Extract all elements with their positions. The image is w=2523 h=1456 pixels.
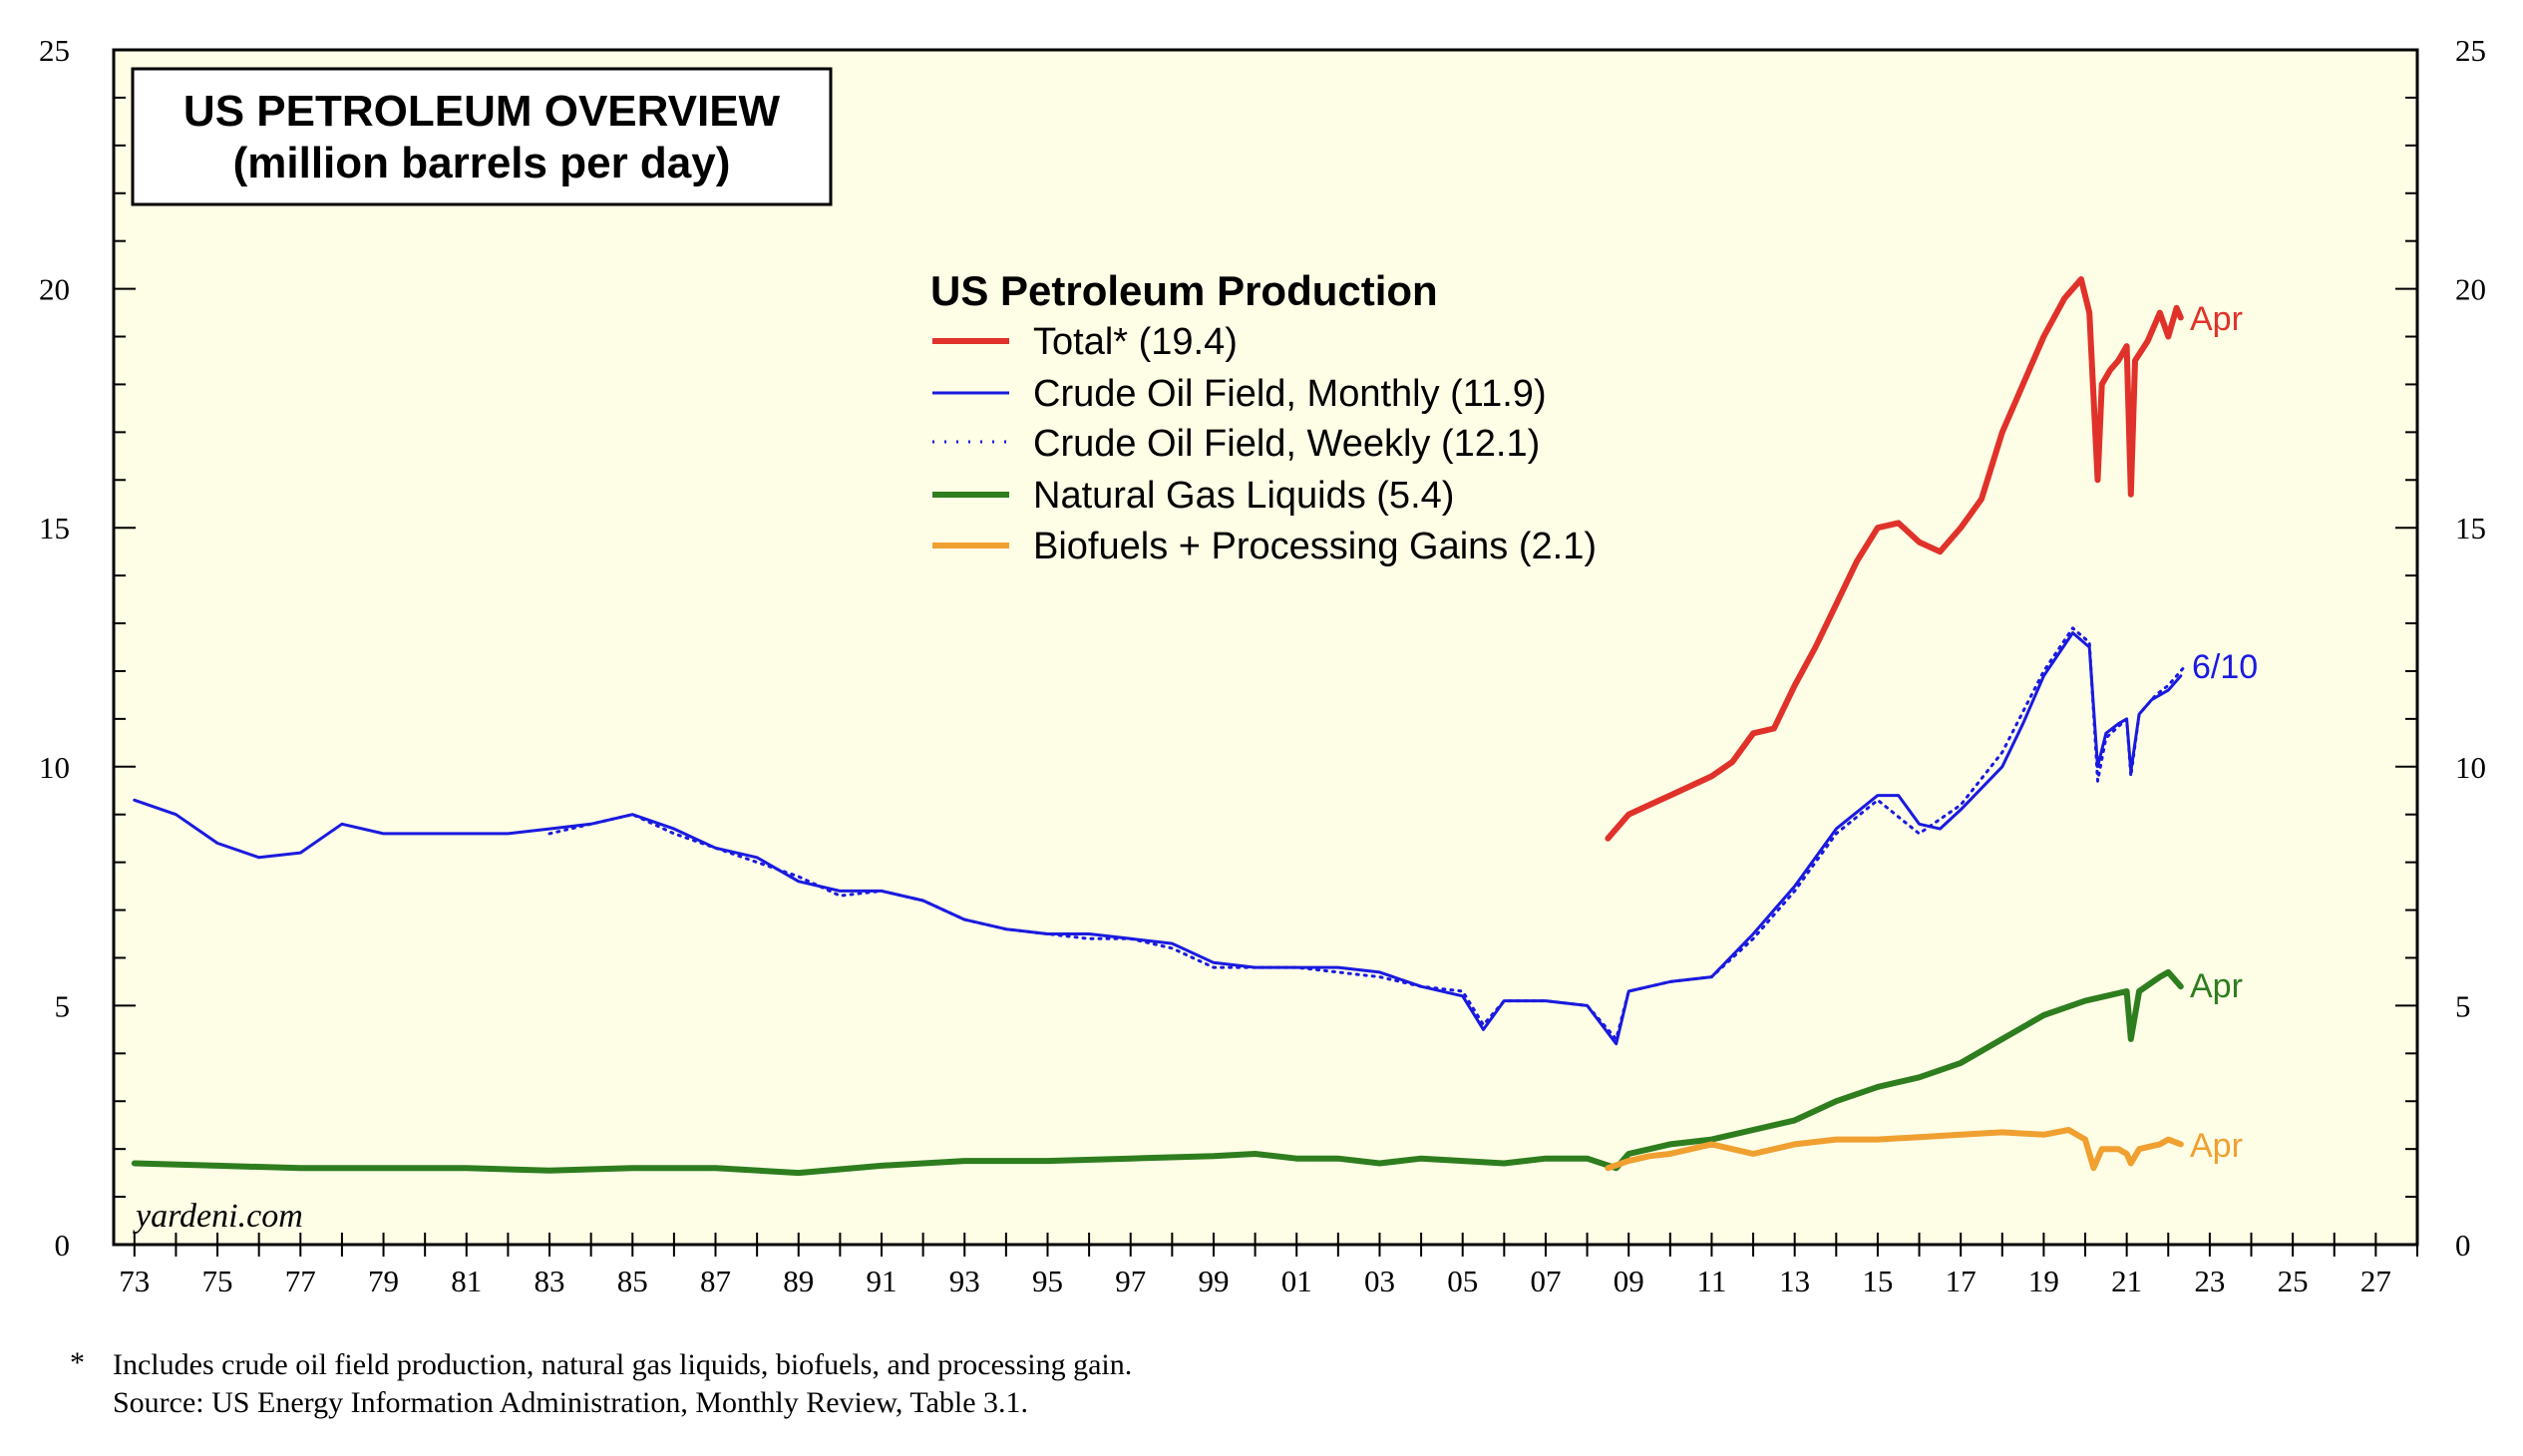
x-tick-label: 77 — [285, 1264, 316, 1298]
x-tick-label: 07 — [1530, 1264, 1561, 1298]
x-tick-label: 83 — [535, 1264, 565, 1298]
y-tick-label-left: 10 — [39, 750, 70, 785]
series-line-ngl — [131, 968, 2184, 1177]
footnote-source: Source: US Energy Information Administra… — [113, 1386, 1029, 1419]
x-tick-label: 93 — [949, 1264, 980, 1298]
y-tick-label-right: 25 — [2455, 33, 2486, 68]
plot-area — [112, 48, 2419, 1247]
x-tick-label: 73 — [119, 1264, 150, 1298]
end-label-ngl: Apr — [2190, 967, 2243, 1005]
x-tick-label: 79 — [368, 1264, 399, 1298]
x-tick-label: 91 — [867, 1264, 898, 1298]
series-line-crude-weekly — [547, 626, 2187, 1041]
x-tick-label: 23 — [2194, 1264, 2225, 1298]
x-tick-label: 27 — [2360, 1264, 2391, 1298]
x-tick-label: 97 — [1115, 1264, 1146, 1298]
legend-label-bio: Biofuels + Processing Gains (2.1) — [1033, 526, 1597, 567]
x-tick-label: 95 — [1032, 1264, 1063, 1298]
series-line-bio — [1605, 1127, 2184, 1172]
y-tick-label-left: 0 — [55, 1228, 71, 1263]
x-axis: 73 75 77 79 81 83 85 87 89 91 93 95 97 99 01 03 05 07 09 11… — [119, 1233, 2418, 1298]
y-tick-label-right: 10 — [2455, 750, 2486, 785]
x-tick-label: 19 — [2028, 1264, 2059, 1298]
y-tick-label-right: 15 — [2455, 511, 2486, 546]
y-tick-label-right: 5 — [2455, 988, 2471, 1023]
series-group — [131, 276, 2187, 1177]
y-tick-label-left: 15 — [39, 511, 70, 546]
x-tick-label: 89 — [783, 1264, 814, 1298]
series-line-crude-monthly — [133, 631, 2183, 1046]
x-tick-label: 85 — [617, 1264, 648, 1298]
x-tick-label: 01 — [1281, 1264, 1312, 1298]
legend-label-crude-weekly: Crude Oil Field, Weekly (12.1) — [1033, 423, 1540, 465]
legend-label-crude-monthly: Crude Oil Field, Monthly (11.9) — [1033, 373, 1547, 415]
x-tick-label: 09 — [1614, 1264, 1644, 1298]
x-tick-label: 05 — [1447, 1264, 1478, 1298]
x-tick-label: 25 — [2278, 1264, 2309, 1298]
y-tick-label-left: 25 — [39, 33, 70, 68]
x-tick-label: 21 — [2111, 1264, 2142, 1298]
title-line-2: (million barrels per day) — [233, 139, 731, 187]
end-label-crude-weekly: 6/10 — [2192, 648, 2258, 686]
x-tick-label: 11 — [1697, 1264, 1727, 1298]
title-box: US PETROLEUM OVERVIEW (million barrels p… — [131, 67, 833, 206]
legend-label-total: Total* (19.4) — [1033, 321, 1238, 363]
y-tick-label-right: 20 — [2455, 272, 2486, 307]
watermark: yardeni.com — [133, 1198, 303, 1235]
x-tick-label: 03 — [1364, 1264, 1395, 1298]
x-tick-label: 99 — [1198, 1264, 1229, 1298]
x-tick-label: 81 — [451, 1264, 482, 1298]
x-tick-label: 13 — [1779, 1264, 1810, 1298]
footnote-star: * — [70, 1346, 85, 1379]
x-tick-label: 87 — [700, 1264, 731, 1298]
y-tick-label-left: 20 — [39, 272, 70, 307]
series-line-total — [1605, 276, 2184, 842]
title-line-1: US PETROLEUM OVERVIEW — [183, 87, 781, 136]
y-axis-right: 0 5 10 15 20 25 — [2395, 33, 2486, 1263]
footnote-line-1: Includes crude oil field production, nat… — [113, 1348, 1133, 1381]
end-label-bio: Apr — [2190, 1127, 2243, 1165]
y-tick-label-right: 0 — [2455, 1228, 2471, 1263]
y-axis-left: 0 5 10 15 20 25 — [39, 33, 136, 1263]
x-tick-label: 75 — [202, 1264, 233, 1298]
end-label-total: Apr — [2190, 300, 2243, 338]
y-tick-label-left: 5 — [55, 988, 71, 1023]
legend-title: US Petroleum Production — [930, 267, 1438, 314]
x-tick-label: 15 — [1862, 1264, 1893, 1298]
x-tick-label: 17 — [1946, 1264, 1977, 1298]
legend-label-ngl: Natural Gas Liquids (5.4) — [1033, 475, 1454, 517]
legend: US Petroleum Production Total* (19.4) Cr… — [930, 267, 1597, 567]
